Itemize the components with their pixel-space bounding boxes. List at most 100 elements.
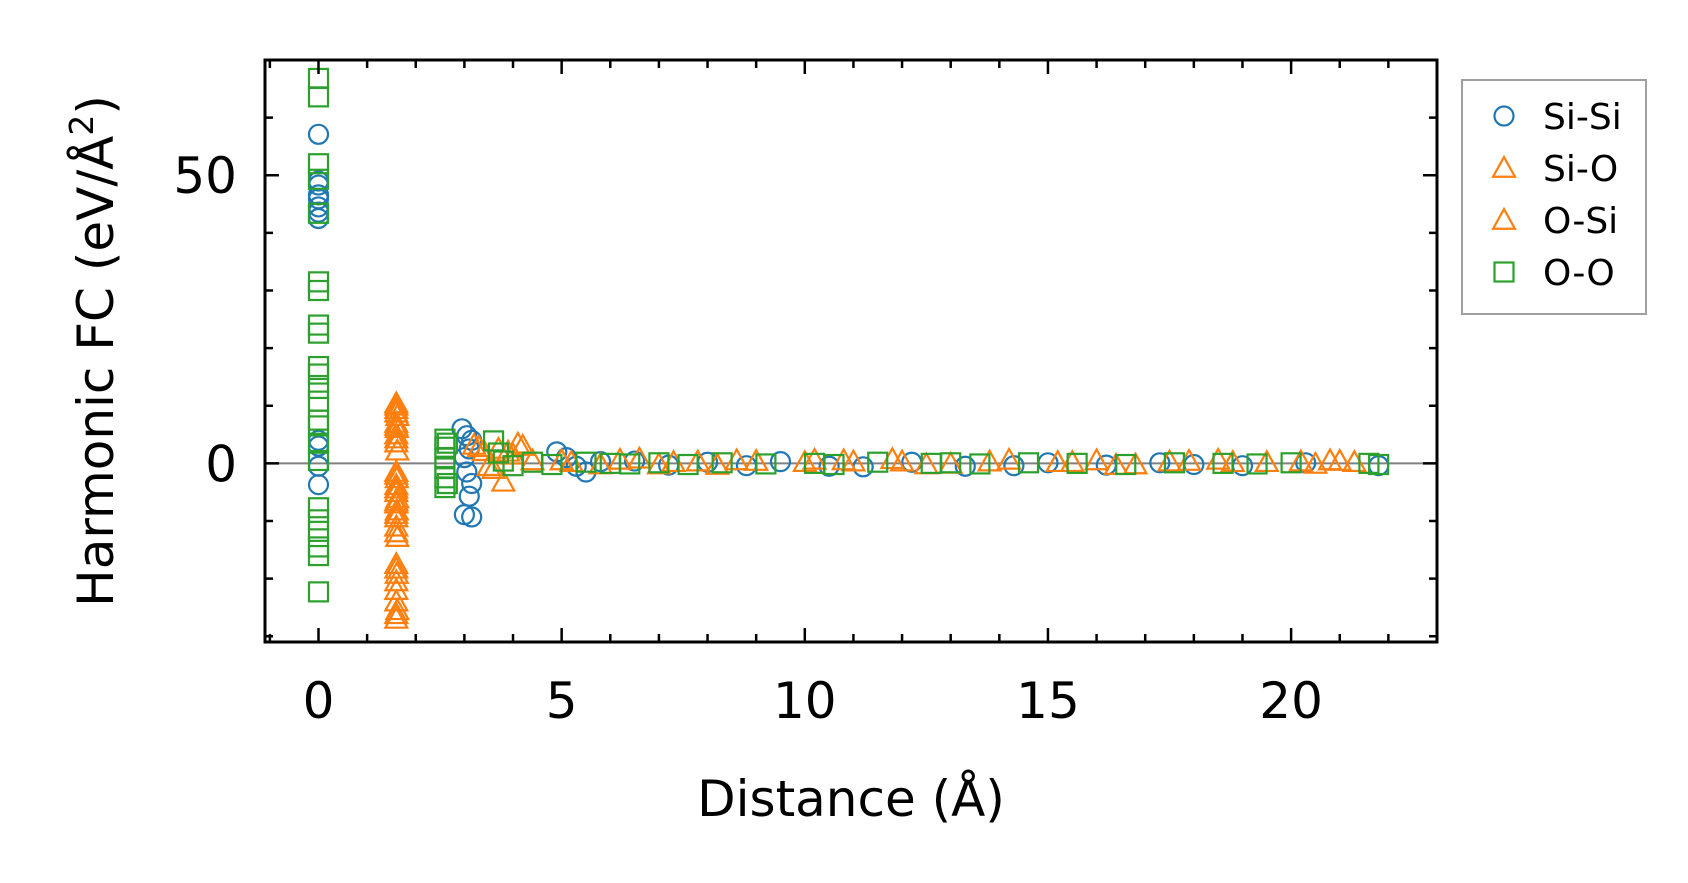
x-tick-label: 5 xyxy=(546,672,578,730)
data-point xyxy=(648,452,670,474)
data-point xyxy=(383,513,410,537)
data-point xyxy=(487,442,510,464)
legend-box xyxy=(1461,79,1647,315)
data-point xyxy=(307,509,330,531)
data-point xyxy=(383,519,410,543)
data-point xyxy=(1044,449,1071,473)
data-point xyxy=(619,453,641,475)
data-point xyxy=(677,453,699,476)
data-point xyxy=(383,425,410,449)
y-tick-label: 50 xyxy=(173,147,237,205)
data-point xyxy=(383,399,410,423)
data-point xyxy=(1115,453,1137,476)
legend: Si-Si Si-O O-Si O-O xyxy=(1461,79,1647,315)
data-point xyxy=(307,123,330,145)
data-point xyxy=(519,447,546,471)
data-point xyxy=(940,452,962,474)
data-point xyxy=(307,153,330,175)
data-point xyxy=(383,429,410,453)
y-axis-label: Harmonic FC (eV/Å2) xyxy=(62,95,125,607)
axis-ticks-layer: 0 5 10 15 20 0 50 xyxy=(173,58,1439,730)
data-point xyxy=(505,430,531,454)
plot-frame xyxy=(263,58,1439,644)
y-axis-label-main: Harmonic FC (eV/Å xyxy=(67,136,125,607)
data-points-layer xyxy=(307,67,1390,629)
legend-marker-si-o xyxy=(1491,154,1517,178)
data-point xyxy=(383,475,410,499)
data-point xyxy=(711,452,733,474)
legend-label-si-o: Si-O xyxy=(1543,149,1618,190)
x-tick-label: 0 xyxy=(303,672,335,730)
data-point xyxy=(969,453,991,475)
data-point xyxy=(482,430,505,452)
data-point xyxy=(383,412,410,436)
data-point xyxy=(307,202,330,224)
data-point xyxy=(1326,447,1353,471)
data-point xyxy=(840,448,867,472)
data-point xyxy=(307,520,330,542)
data-point xyxy=(623,450,646,472)
legend-label-o-si: O-Si xyxy=(1543,201,1618,242)
data-point xyxy=(480,455,507,479)
data-point xyxy=(889,448,915,472)
x-axis-label: Distance (Å) xyxy=(697,770,1005,828)
legend-marker-si-si xyxy=(1493,105,1515,127)
data-point xyxy=(307,544,330,567)
data-point xyxy=(307,432,330,454)
data-point xyxy=(307,581,330,603)
data-point xyxy=(1149,452,1171,474)
data-point xyxy=(1163,452,1185,474)
data-point xyxy=(307,363,330,385)
data-point xyxy=(954,455,976,477)
data-point xyxy=(307,279,330,302)
data-point xyxy=(490,468,517,492)
data-point xyxy=(383,605,410,629)
legend-marker-o-si xyxy=(1491,206,1517,230)
data-point xyxy=(383,551,410,575)
data-point xyxy=(456,461,478,483)
data-point xyxy=(1280,452,1302,474)
x-tick-label: 15 xyxy=(1016,672,1080,730)
series-o-o xyxy=(307,67,1390,603)
legend-label-si-si: Si-Si xyxy=(1543,97,1622,138)
legend-marker-o-o xyxy=(1493,261,1515,283)
data-point xyxy=(436,432,458,454)
data-point xyxy=(307,474,330,496)
data-point xyxy=(1212,452,1234,474)
x-tick-label: 10 xyxy=(773,672,837,730)
data-point xyxy=(541,453,563,476)
y-axis-label-superscript: 2 xyxy=(62,115,101,136)
data-point xyxy=(383,560,410,584)
data-point xyxy=(383,461,410,485)
data-point xyxy=(823,453,845,476)
y-axis-label-suffix: ) xyxy=(67,95,125,115)
data-point xyxy=(818,455,840,477)
data-point xyxy=(755,453,777,475)
data-point xyxy=(307,415,330,437)
data-point xyxy=(307,497,330,519)
data-point xyxy=(436,472,458,495)
data-point xyxy=(1246,453,1268,475)
data-point xyxy=(867,451,889,473)
data-point xyxy=(434,476,456,499)
data-point xyxy=(996,446,1022,470)
data-point xyxy=(384,523,411,547)
data-point xyxy=(575,451,597,473)
data-point xyxy=(1368,453,1390,476)
data-point xyxy=(307,168,330,190)
data-point xyxy=(1066,452,1088,474)
data-point xyxy=(307,377,330,400)
data-point xyxy=(384,597,411,621)
y-tick-label: 0 xyxy=(205,435,237,493)
data-point xyxy=(1302,450,1329,474)
series-o-si xyxy=(383,392,1353,625)
data-point xyxy=(769,451,792,473)
data-point xyxy=(461,431,487,455)
data-point xyxy=(383,488,410,512)
data-point xyxy=(461,506,483,528)
data-point xyxy=(307,449,330,472)
legend-label-o-o: O-O xyxy=(1543,253,1615,294)
data-point xyxy=(461,472,483,495)
data-point xyxy=(383,601,410,625)
